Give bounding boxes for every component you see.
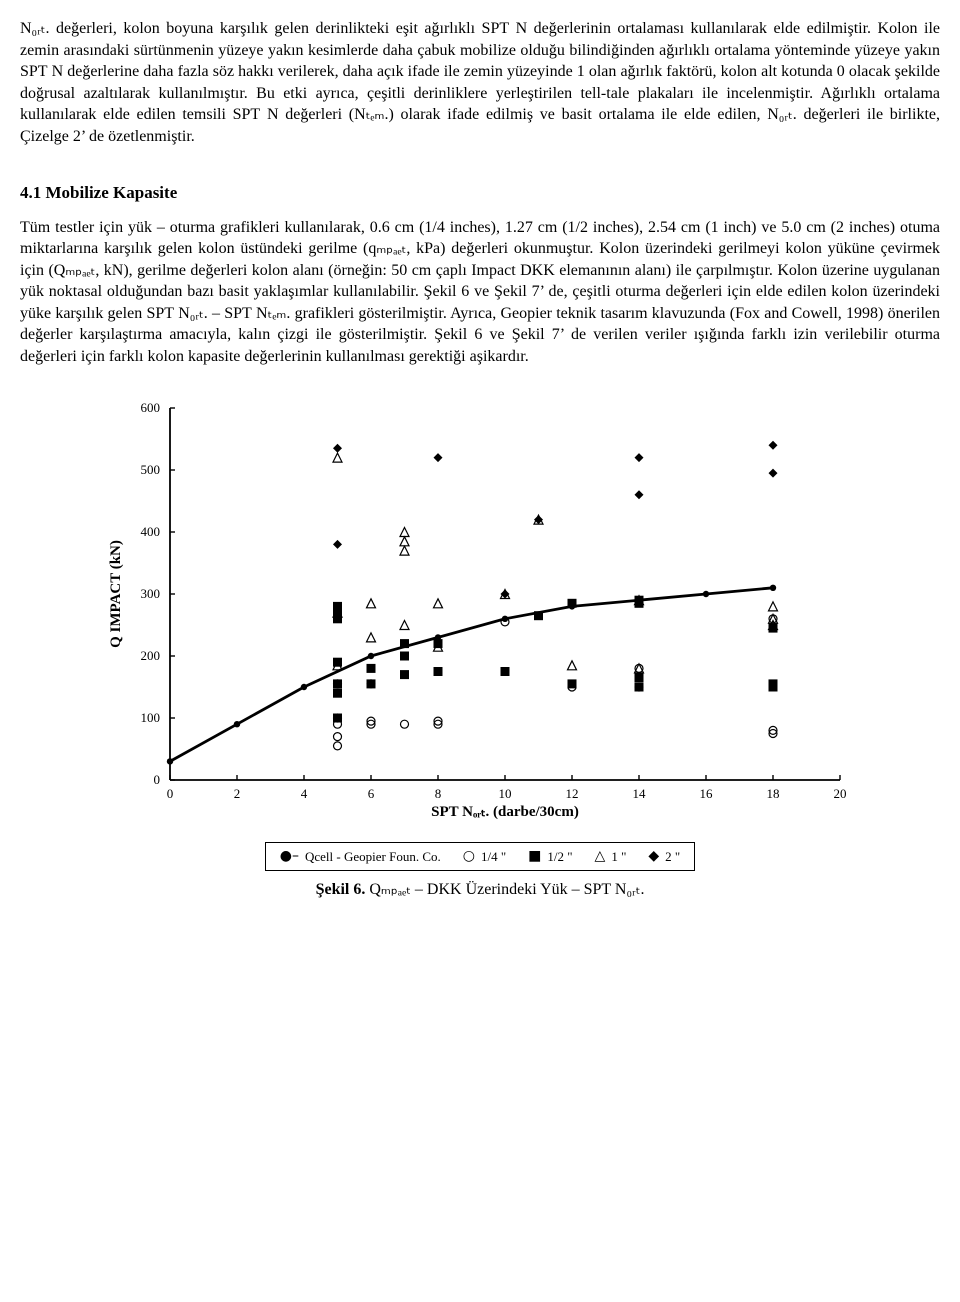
svg-text:8: 8 — [435, 786, 442, 801]
legend-symbol: ■ — [528, 847, 541, 866]
svg-text:4: 4 — [301, 786, 308, 801]
svg-text:20: 20 — [834, 786, 847, 801]
legend-symbol: ◆ — [648, 847, 659, 866]
figure-6-chart: 024681012141618200100200300400500600SPT … — [100, 396, 860, 826]
legend-item: ◆ 2 " — [648, 847, 680, 866]
svg-text:6: 6 — [368, 786, 375, 801]
legend-label: 1/4 " — [481, 848, 506, 866]
legend-label: 1/2 " — [547, 848, 572, 866]
legend-label: 1 " — [611, 848, 626, 866]
svg-text:400: 400 — [141, 524, 161, 539]
caption-prefix: Şekil 6. — [316, 881, 366, 898]
svg-text:10: 10 — [499, 786, 512, 801]
svg-text:SPT Nₒᵣₜ. (darbe/30cm): SPT Nₒᵣₜ. (darbe/30cm) — [431, 804, 579, 820]
legend-label: 2 " — [665, 848, 680, 866]
svg-text:100: 100 — [141, 710, 161, 725]
figure-6-legend: ●– Qcell - Geopier Foun. Co. ○ 1/4 " ■ 1/2 " △… — [265, 842, 695, 871]
legend-item: ●– Qcell - Geopier Foun. Co. — [280, 847, 441, 866]
svg-text:0: 0 — [154, 772, 161, 787]
svg-text:2: 2 — [234, 786, 241, 801]
paragraph-1: N₀ᵣₜ. değerleri, kolon boyuna karşılık g… — [20, 18, 940, 148]
svg-text:200: 200 — [141, 648, 161, 663]
legend-symbol: ●– — [280, 847, 299, 866]
caption-body: Qₘₚₐₑₜ – DKK Üzerindeki Yük – SPT N₀ᵣₜ. — [365, 881, 644, 898]
legend-item: △ 1 " — [595, 847, 627, 866]
svg-text:14: 14 — [633, 786, 647, 801]
figure-6-block: 024681012141618200100200300400500600SPT … — [20, 396, 940, 901]
legend-item: ○ 1/4 " — [463, 847, 506, 866]
svg-text:300: 300 — [141, 586, 161, 601]
heading-4-1: 4.1 Mobilize Kapasite — [20, 182, 940, 205]
svg-text:500: 500 — [141, 462, 161, 477]
svg-text:Q IMPACT (kN): Q IMPACT (kN) — [108, 540, 124, 648]
legend-item: ■ 1/2 " — [528, 847, 572, 866]
svg-text:600: 600 — [141, 400, 161, 415]
legend-symbol: △ — [595, 847, 606, 866]
legend-label: Qcell - Geopier Foun. Co. — [305, 848, 441, 866]
svg-text:18: 18 — [767, 786, 780, 801]
figure-6-caption: Şekil 6. Qₘₚₐₑₜ – DKK Üzerindeki Yük – S… — [20, 879, 940, 901]
svg-text:0: 0 — [167, 786, 174, 801]
paragraph-2: Tüm testler için yük – oturma grafikleri… — [20, 217, 940, 368]
svg-text:16: 16 — [700, 786, 714, 801]
svg-text:12: 12 — [566, 786, 579, 801]
legend-symbol: ○ — [463, 847, 475, 866]
